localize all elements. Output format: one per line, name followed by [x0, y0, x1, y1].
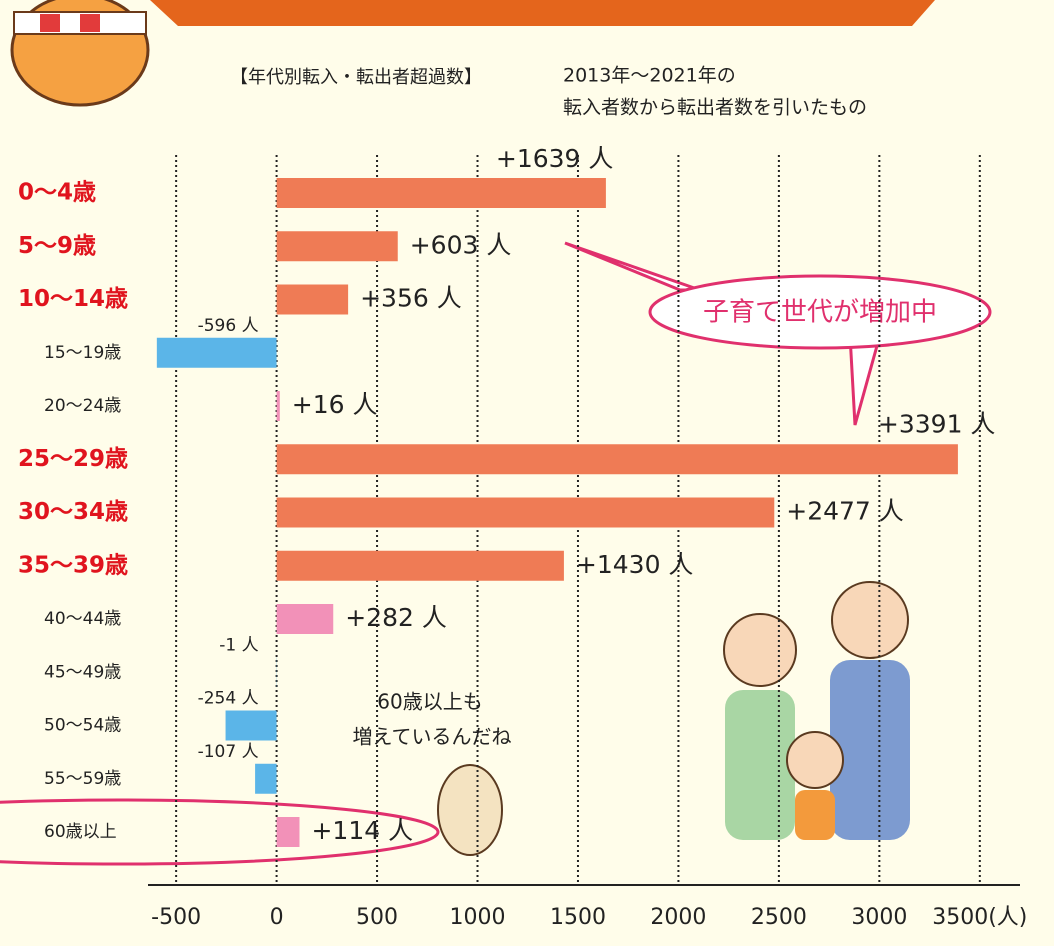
annotation: 60歳以上も [377, 690, 482, 714]
value-label: -1 人 [219, 635, 258, 655]
value-label: +603 人 [410, 230, 512, 259]
y-tick-label: 50～54歳 [44, 716, 121, 736]
value-label: +356 人 [360, 284, 462, 313]
chart: 【年代別転入・転出者超過数】 2013年～2021年の 転入者数から転出者数を引… [0, 0, 1054, 946]
value-label: +282 人 [345, 603, 447, 632]
subtitle: 2013年～2021年の [563, 65, 736, 87]
bar [277, 604, 334, 634]
value-label: +1430 人 [576, 550, 694, 579]
value-label: +2477 人 [786, 497, 904, 526]
y-tick-label: 15～19歳 [44, 343, 121, 363]
x-tick-label: 1000 [450, 905, 506, 930]
x-tick-label: -500 [151, 905, 201, 930]
annotation: 子育て世代が増加中 [703, 298, 937, 328]
value-label: -254 人 [198, 689, 259, 709]
y-tick-label: 25～29歳 [18, 446, 128, 472]
y-tick-label: 60歳以上 [44, 822, 117, 842]
bar [277, 391, 280, 421]
value-label: +16 人 [292, 390, 378, 419]
bar [277, 444, 958, 474]
x-tick-label: 0 [270, 905, 284, 930]
bar [277, 551, 564, 581]
bar [277, 817, 300, 847]
bar [255, 764, 276, 794]
value-label: -596 人 [198, 316, 259, 336]
y-tick-label: 20～24歳 [44, 396, 121, 416]
subtitle: 転入者数から転出者数を引いたもの [563, 97, 867, 119]
bar [277, 498, 775, 528]
value-label: +114 人 [311, 816, 413, 845]
x-tick-label: 2000 [650, 905, 706, 930]
bar [277, 285, 349, 315]
value-label: +3391 人 [878, 409, 996, 438]
y-tick-label: 5～9歳 [18, 233, 96, 259]
y-tick-label: 0～4歳 [18, 180, 96, 206]
y-tick-label: 10～14歳 [18, 286, 128, 312]
y-tick-label: 30～34歳 [18, 499, 128, 525]
value-label: +1639 人 [496, 144, 614, 173]
chart-title: 【年代別転入・転出者超過数】 [230, 67, 482, 88]
header-banner [150, 0, 935, 26]
y-tick-label: 40～44歳 [44, 609, 121, 629]
bar [277, 178, 606, 208]
x-tick-label: 3500(人) [932, 905, 1027, 930]
y-tick-label: 35～39歳 [18, 552, 128, 578]
bar [157, 338, 277, 368]
x-tick-label: 3000 [851, 905, 907, 930]
y-tick-label: 55～59歳 [44, 769, 121, 789]
x-tick-label: 2500 [751, 905, 807, 930]
bar [226, 711, 277, 741]
x-tick-label: 500 [356, 905, 398, 930]
mascot [12, 0, 148, 105]
value-label: -107 人 [198, 742, 259, 762]
x-tick-label: 1500 [550, 905, 606, 930]
y-tick-label: 45～49歳 [44, 662, 121, 682]
bar [277, 231, 398, 261]
